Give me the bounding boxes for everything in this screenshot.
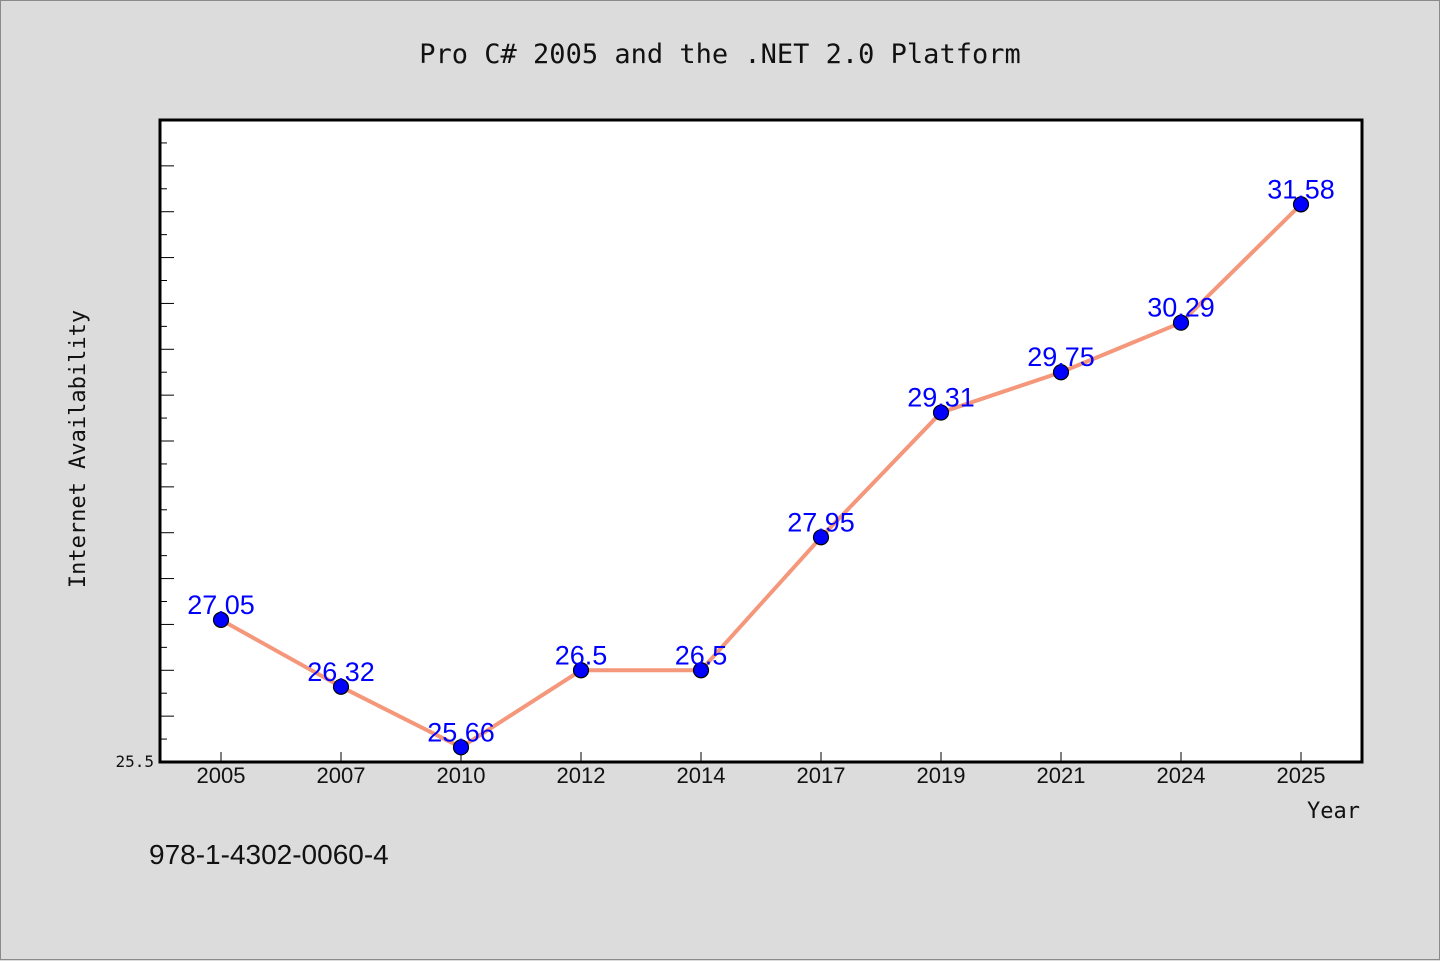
data-label: 31.58 bbox=[1267, 174, 1335, 204]
data-label: 26.5 bbox=[675, 640, 728, 670]
data-label: 27.95 bbox=[787, 507, 855, 537]
data-point bbox=[812, 529, 830, 546]
data-point bbox=[1292, 196, 1310, 213]
x-tick-label: 2021 bbox=[1037, 763, 1086, 788]
chart-title: Pro C# 2005 and the .NET 2.0 Platform bbox=[419, 39, 1020, 70]
data-point bbox=[1052, 364, 1070, 381]
data-label: 27.05 bbox=[187, 590, 255, 620]
data-point bbox=[1172, 314, 1190, 331]
y-axis-ticks bbox=[160, 142, 174, 740]
data-label: 25.66 bbox=[427, 717, 495, 747]
data-point bbox=[572, 662, 590, 679]
x-tick-label: 2024 bbox=[1157, 763, 1206, 788]
data-point bbox=[212, 611, 230, 628]
series-line bbox=[220, 202, 1303, 750]
x-tick-labels: 2005 2007 2010 2012 2014 2017 2019 2021 2024 2025 bbox=[197, 763, 1326, 788]
data-point bbox=[932, 404, 950, 421]
x-tick-label: 2017 bbox=[797, 763, 846, 788]
plot-area bbox=[158, 118, 1364, 764]
x-tick-label: 2005 bbox=[197, 763, 246, 788]
data-label: 26.5 bbox=[555, 640, 608, 670]
data-label: 30.29 bbox=[1147, 293, 1215, 323]
x-tick-label: 2019 bbox=[917, 763, 966, 788]
data-point bbox=[692, 662, 710, 679]
y-axis-label: Internet Availability bbox=[66, 310, 91, 588]
x-tick-label: 2010 bbox=[437, 763, 486, 788]
data-label: 29.75 bbox=[1027, 342, 1095, 372]
x-tick-label: 2012 bbox=[557, 763, 606, 788]
y-tick-label: 25.5 bbox=[115, 752, 154, 771]
data-label: 29.31 bbox=[907, 383, 975, 413]
footer-isbn: 978-1-4302-0060-4 bbox=[149, 839, 389, 870]
x-tick-label: 2014 bbox=[677, 763, 726, 788]
data-label: 26.32 bbox=[307, 657, 375, 687]
data-labels: 27.05 26.32 25.66 26.5 26.5 27.95 29.31 29.75 30… bbox=[187, 174, 1335, 747]
data-point bbox=[332, 678, 350, 695]
series-line-group bbox=[220, 202, 1303, 750]
data-markers bbox=[212, 196, 1310, 756]
x-tick-label: 2007 bbox=[317, 763, 366, 788]
x-axis-ticks bbox=[220, 752, 1302, 762]
x-tick-label: 2025 bbox=[1277, 763, 1326, 788]
x-axis-label: Year bbox=[1307, 799, 1360, 824]
data-point bbox=[452, 739, 470, 756]
